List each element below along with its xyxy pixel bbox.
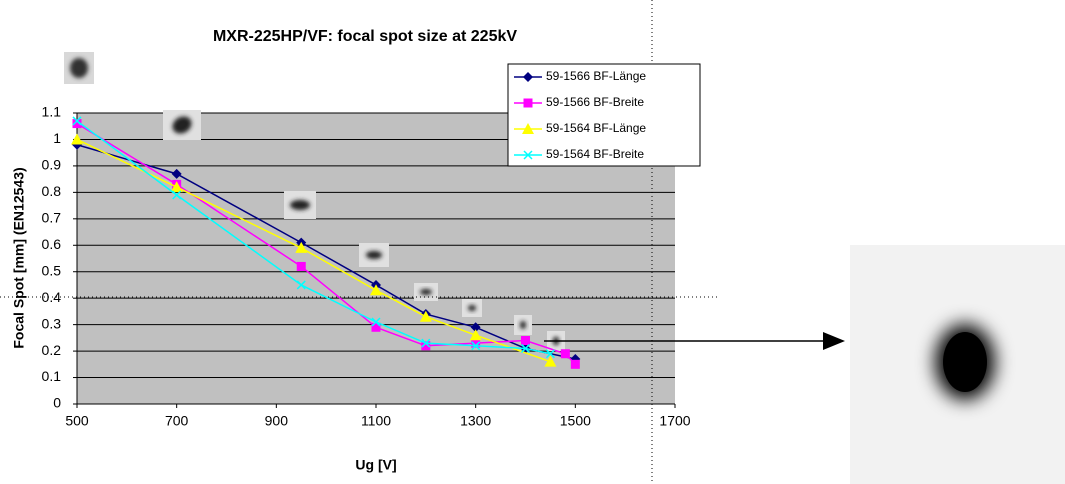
marker [371, 317, 381, 327]
marker [469, 329, 482, 341]
legend-label: 59-1566 BF-Breite [546, 95, 644, 109]
marker [521, 336, 530, 346]
x-tick-label: 900 [265, 413, 289, 429]
marker [296, 280, 306, 290]
series-line [76, 144, 576, 360]
marker [419, 310, 432, 322]
y-tick-label: 0.5 [42, 262, 62, 278]
marker [545, 349, 555, 359]
x-tick-label: 500 [65, 413, 89, 429]
marker [172, 190, 182, 200]
marker [544, 355, 557, 367]
marker [520, 343, 531, 353]
legend: 59-1566 BF-Länge 59-1566 BF-Breite 59-1564… [507, 63, 701, 167]
marker [471, 338, 481, 348]
y-tick-label: 0.7 [42, 210, 62, 226]
marker [72, 119, 82, 129]
marker [471, 341, 481, 351]
arrow-head [823, 332, 845, 350]
y-tick-label: 1.1 [42, 104, 62, 120]
marker [170, 181, 183, 193]
x-axis-label: Ug [V] [355, 457, 396, 473]
marker [171, 168, 182, 179]
y-tick-label: 0.4 [42, 289, 62, 305]
legend-label: 59-1566 BF-Länge [546, 69, 646, 83]
marker [523, 150, 533, 160]
legend-label: 59-1564 BF-Breite [546, 147, 644, 161]
y-tick-label: 0.8 [42, 183, 62, 199]
x-tick-label: 1100 [361, 413, 391, 429]
marker [570, 359, 580, 369]
marker [523, 72, 533, 82]
y-tick-label: 0.1 [42, 368, 62, 384]
y-tick-label: 0 [53, 395, 61, 411]
chart-title: MXR-225HP/VF: focal spot size at 225kV [213, 28, 517, 45]
marker [296, 261, 306, 271]
marker [71, 133, 83, 145]
marker [421, 338, 431, 348]
y-tick-label: 0.2 [42, 342, 62, 358]
focal-spot-thumbnails [64, 52, 565, 351]
marker [560, 349, 570, 359]
series-line [76, 120, 551, 355]
big-spot-image [850, 245, 1065, 484]
x-tick-label: 1300 [460, 413, 491, 429]
marker [295, 241, 308, 253]
y-tick-label: 0.3 [42, 315, 62, 331]
y-axis-label: Focal Spot [mm] (EN12543) [11, 167, 27, 348]
x-tick-label: 700 [165, 413, 189, 429]
x-tick-label: 1700 [659, 413, 690, 429]
marker [421, 341, 431, 351]
legend-label: 59-1564 BF-Länge [546, 121, 646, 135]
y-tick-label: 0.6 [42, 236, 62, 252]
y-tick-label: 0.9 [42, 157, 62, 173]
x-tick-label: 1500 [560, 413, 591, 429]
marker [522, 123, 534, 134]
marker [523, 98, 533, 108]
marker [370, 284, 382, 296]
marker [72, 116, 82, 126]
marker [470, 322, 481, 333]
y-tick-label: 1 [53, 130, 61, 146]
marker [371, 322, 381, 332]
